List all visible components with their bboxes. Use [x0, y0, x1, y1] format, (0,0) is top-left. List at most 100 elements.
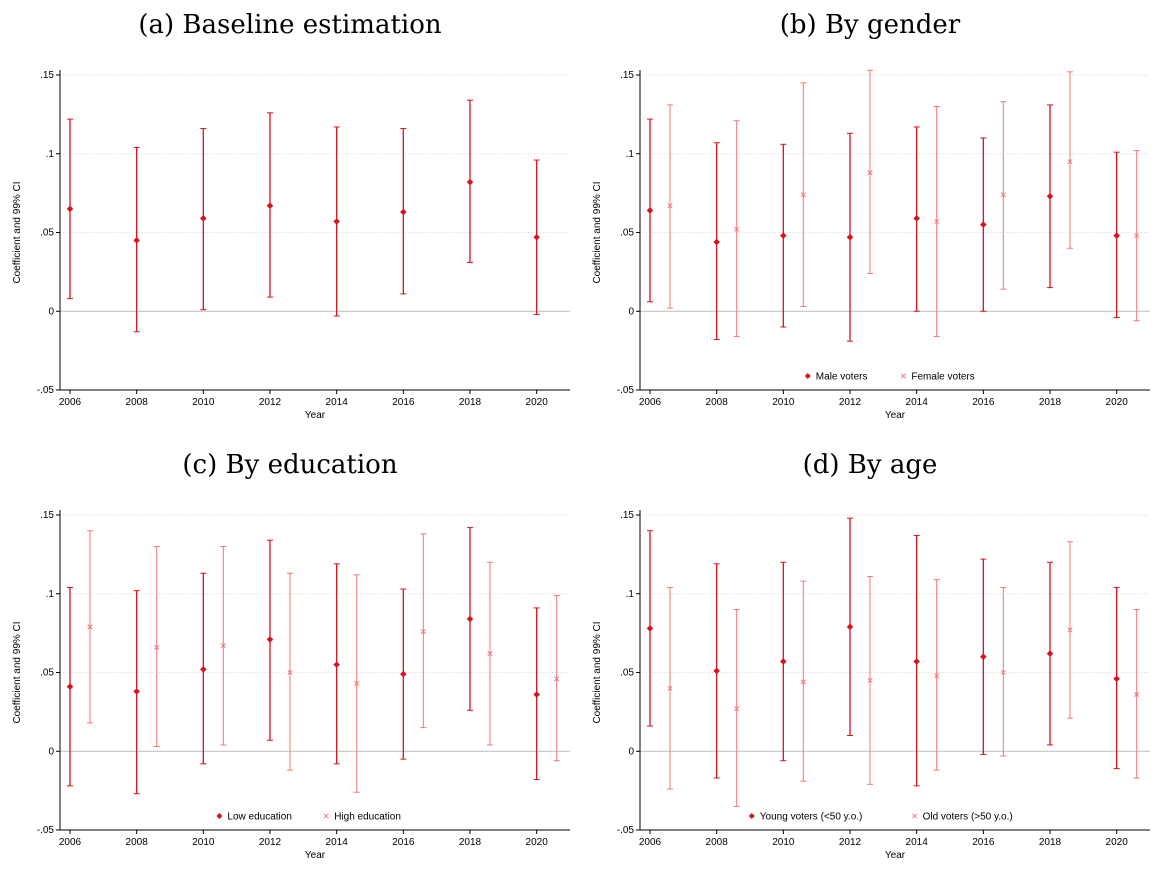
legend-marker-diamond: [804, 373, 811, 379]
point-x: [220, 643, 226, 649]
x-tick-label: 2012: [259, 397, 282, 408]
panel-title: (c) By education: [182, 450, 398, 480]
point-diamond: [400, 670, 407, 678]
point-x-stroke: [934, 673, 940, 679]
point-x: [420, 628, 426, 635]
point-x: [800, 679, 806, 685]
y-tick-label: .05: [620, 228, 634, 239]
x-tick-label: 2020: [1106, 837, 1129, 848]
x-tick-label: 2012: [839, 837, 862, 848]
point-x-stroke: [800, 679, 806, 685]
point-x: [1134, 691, 1140, 698]
point-x-stroke: [154, 644, 160, 650]
point-x: [354, 680, 360, 687]
point-x-stroke: [1134, 233, 1140, 239]
point-x: [1000, 192, 1006, 198]
panel-gender: (b) By gender .15 .1 .05 0 -.05 2006 2008 2010 2…: [580, 0, 1159, 440]
x-tick-label: 2012: [839, 397, 862, 408]
y-tick-label: .15: [40, 510, 54, 521]
point-x: [867, 170, 873, 176]
point-diamond: [533, 691, 540, 698]
point-x-stroke: [667, 203, 673, 209]
x-tick-label: 2006: [59, 837, 82, 848]
point-x: [1000, 669, 1006, 676]
panel-title: (d) By age: [802, 450, 938, 480]
x-tick-label: 2020: [526, 837, 549, 848]
x-axis-label: Year: [305, 410, 326, 421]
point-x-stroke: [934, 218, 940, 225]
point-x-stroke: [1000, 669, 1006, 676]
y-tick-label: 0: [48, 306, 54, 317]
panel-title: (b) By gender: [779, 10, 961, 40]
x-tick-label: 2014: [906, 397, 929, 408]
point-diamond: [1113, 675, 1120, 683]
point-diamond: [333, 218, 340, 225]
point-x-stroke: [420, 628, 426, 635]
point-x: [867, 677, 873, 683]
point-x-stroke: [354, 680, 360, 687]
point-diamond: [200, 215, 207, 222]
point-diamond: [333, 661, 340, 668]
x-tick-label: 2010: [772, 397, 795, 408]
x-tick-label: 2014: [906, 837, 929, 848]
x-axis-label: Year: [885, 410, 906, 421]
x-axis-label: Year: [305, 850, 326, 861]
y-tick-label: .05: [40, 228, 54, 239]
chart-svg: .15 .1 .05 0 -.05 2006 2008 2010 2012 2014 2016 201…: [592, 510, 1150, 861]
legend-label: Male voters: [816, 372, 868, 383]
point-x-stroke: [1067, 627, 1073, 633]
point-x-stroke: [87, 624, 93, 630]
y-tick-label: .15: [40, 70, 54, 81]
point-x: [1067, 159, 1073, 165]
point-diamond: [713, 667, 720, 675]
x-tick-label: 2016: [392, 837, 415, 848]
x-tick-label: 2006: [59, 397, 82, 408]
legend-marker-x: [323, 813, 329, 819]
x-tick-label: 2018: [459, 837, 482, 848]
point-diamond: [266, 636, 274, 643]
y-tick-label: -.05: [617, 825, 635, 836]
point-diamond: [913, 215, 920, 222]
y-tick-label: .1: [46, 149, 55, 160]
point-x: [1134, 233, 1140, 239]
point-x-stroke: [1000, 192, 1006, 198]
point-diamond: [1046, 650, 1054, 657]
point-diamond: [66, 205, 74, 213]
point-diamond: [466, 178, 474, 186]
point-diamond: [646, 625, 654, 632]
x-tick-label: 2008: [706, 397, 729, 408]
point-x: [487, 651, 493, 657]
point-diamond: [400, 208, 407, 216]
legend-marker-diamond: [748, 813, 755, 819]
point-x-stroke: [220, 643, 226, 649]
x-tick-label: 2014: [326, 397, 349, 408]
point-diamond: [133, 237, 140, 244]
x-tick-label: 2006: [639, 397, 662, 408]
y-tick-label: .1: [626, 589, 635, 600]
y-tick-label: 0: [628, 746, 634, 757]
point-diamond: [200, 666, 207, 673]
x-tick-label: 2016: [972, 397, 995, 408]
point-diamond: [846, 233, 854, 241]
point-diamond: [1046, 192, 1054, 200]
point-diamond: [1113, 232, 1120, 239]
point-x: [734, 706, 740, 712]
y-axis-label: Coefficient and 99% CI: [12, 621, 23, 723]
x-tick-label: 2018: [1039, 397, 1062, 408]
y-tick-label: .1: [626, 149, 635, 160]
point-x-stroke: [800, 192, 806, 198]
legend-label: Low education: [227, 812, 292, 823]
point-x-stroke: [867, 170, 873, 176]
x-tick-label: 2008: [706, 837, 729, 848]
point-x-stroke: [287, 669, 293, 676]
legend-label: Female voters: [911, 372, 974, 383]
panel-baseline: (a) Baseline estimation .15 .1 .05 0 -.05 200…: [0, 0, 580, 440]
legend-marker-x: [900, 373, 906, 379]
point-x: [934, 673, 940, 679]
point-x: [667, 685, 673, 691]
x-tick-label: 2018: [1039, 837, 1062, 848]
point-diamond: [266, 202, 274, 210]
y-axis-label: Coefficient and 99% CI: [592, 181, 603, 283]
x-tick-label: 2010: [192, 837, 215, 848]
x-tick-label: 2018: [459, 397, 482, 408]
